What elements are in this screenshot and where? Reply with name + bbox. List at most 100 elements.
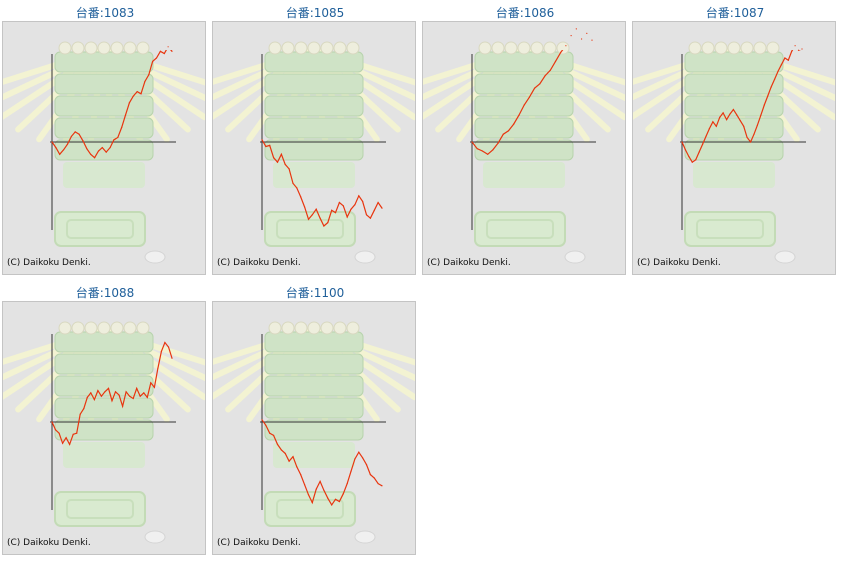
data-point [539,83,541,85]
data-point [354,204,356,206]
bulb [294,41,308,55]
machine-layer [264,397,364,419]
machine-layer [264,375,364,397]
data-point [307,494,310,496]
data-point [726,119,728,121]
bulb [478,41,492,55]
data-point [104,391,106,393]
data-point [90,392,92,394]
data-point [139,395,141,397]
data-point [323,225,325,227]
data-point [358,451,360,453]
data-point [72,433,74,435]
data-point [121,126,123,128]
tray [474,211,566,247]
bulb [346,321,360,335]
data-point [171,357,173,359]
machine-number-title[interactable]: 台番:1100 [285,286,345,300]
slump-graph [213,321,415,544]
data-point [743,125,745,127]
machine-chart-card: 台番:1085 (C) Daikoku Denki. [210,0,420,280]
machine-number-title[interactable]: 台番:1088 [75,286,135,300]
machine-base [273,442,355,468]
data-point [129,395,131,397]
data-point [280,449,282,451]
data-point [777,70,779,72]
data-point [122,405,124,407]
bulb [123,41,137,55]
data-point [70,135,72,137]
data-point [722,112,724,114]
data-point [554,60,557,63]
pachislot-machine-watermark [213,41,415,264]
data-point [296,187,298,189]
data-point [261,139,263,141]
chart-panel: (C) Daikoku Denki. [2,301,206,555]
data-point [171,50,173,52]
bulb [530,41,544,55]
data-point [155,57,158,59]
bulb [320,321,334,335]
bulb [268,321,282,335]
data-point [300,474,302,476]
data-point [334,498,337,500]
data-point [334,212,337,214]
machine-layer [54,331,154,353]
data-point [65,437,67,439]
series-line [261,419,383,507]
data-point [136,387,138,389]
data-point [471,141,473,143]
tray-inner [276,219,344,239]
data-point [698,151,700,153]
data-point [304,484,306,486]
machine-layer [474,73,574,95]
data-point [273,434,275,436]
copyright-text: (C) Daikoku Denki. [217,258,301,268]
data-point [756,124,758,126]
copyright-text: (C) Daikoku Denki. [637,258,721,268]
bulb [71,321,85,335]
data-point [729,113,731,115]
data-point [292,182,294,184]
machine-layer [264,73,364,95]
data-point [581,38,583,40]
data-point [331,209,333,211]
data-point [51,421,53,423]
data-point [492,149,494,151]
data-point [300,196,302,198]
data-point [296,466,298,468]
machine-layer [54,51,154,73]
machine-number-title[interactable]: 台番:1083 [75,6,135,20]
data-point [750,141,752,143]
data-point [362,200,364,202]
machine-base [483,162,565,188]
data-point [346,216,348,218]
data-point [288,168,290,170]
data-point [280,153,282,155]
data-point [719,116,721,118]
data-point [732,108,734,111]
slump-graph [633,41,835,264]
machine-number-title[interactable]: 台番:1085 [285,6,345,20]
data-point [338,500,340,503]
chart-panel: (C) Daikoku Denki. [632,21,836,275]
data-point [774,78,776,80]
tray-inner [276,499,344,519]
bulb [58,41,72,55]
data-point [358,195,360,197]
data-point [284,452,286,454]
data-point [369,474,371,476]
slump-graph [213,41,415,264]
machine-base [63,442,145,468]
data-point [284,163,286,165]
bulb [58,321,72,335]
data-point [59,153,61,155]
data-point [54,429,57,431]
bulb [97,321,111,335]
data-point [507,130,510,132]
data-point [801,48,803,50]
data-point [705,135,707,137]
machine-number-title[interactable]: 台番:1087 [705,6,765,20]
data-point [94,157,96,159]
machine-number-title[interactable]: 台番:1086 [495,6,555,20]
